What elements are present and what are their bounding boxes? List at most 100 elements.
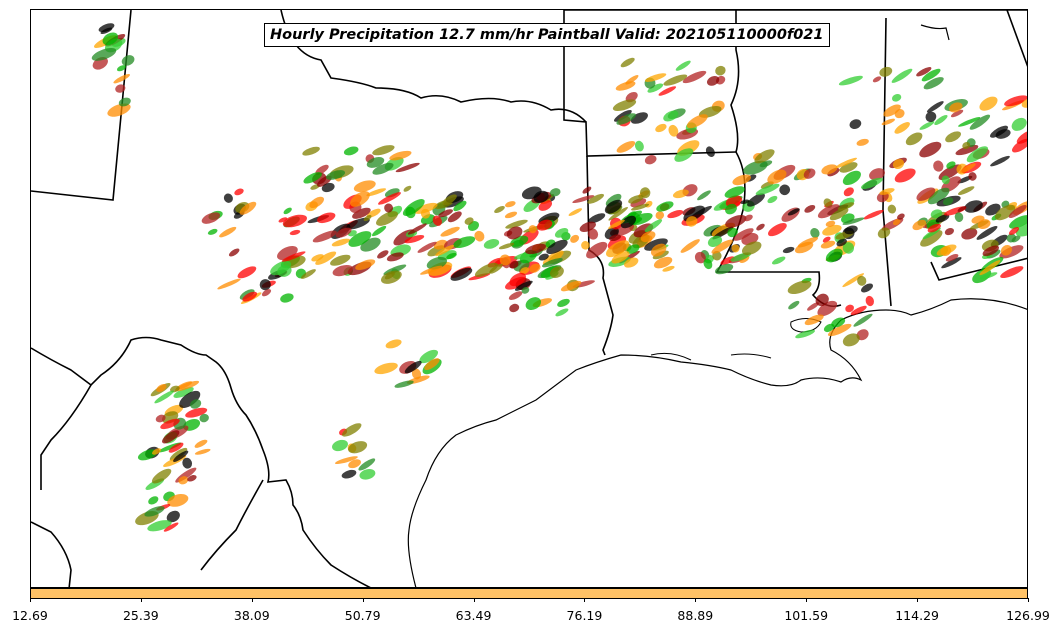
- precip-blob: [845, 304, 854, 313]
- precip-blob: [650, 243, 667, 257]
- precip-blob: [137, 449, 157, 461]
- precip-blob: [881, 118, 895, 126]
- precip-blob: [332, 439, 348, 452]
- precip-blob: [916, 187, 936, 201]
- precip-blob: [959, 163, 976, 174]
- precip-blob: [453, 200, 467, 212]
- precip-blob: [332, 265, 353, 277]
- precip-blob: [166, 510, 180, 523]
- boundary-mississippi: [715, 10, 842, 308]
- precip-blob: [715, 263, 734, 275]
- precip-blob: [957, 206, 967, 212]
- precip-blob: [377, 250, 389, 259]
- precip-blob: [91, 47, 117, 61]
- precip-blob: [348, 441, 368, 454]
- precip-blob: [330, 254, 351, 266]
- precip-blob: [894, 109, 905, 119]
- precip-blob: [810, 228, 820, 238]
- precip-blob: [672, 189, 689, 199]
- precip-blob: [869, 168, 885, 181]
- precip-blob: [842, 217, 865, 225]
- precip-blob: [979, 260, 1001, 276]
- precip-blob: [151, 468, 172, 484]
- precip-blob: [237, 266, 257, 279]
- precip-blob: [350, 191, 370, 207]
- precip-blob: [179, 390, 201, 408]
- precip-blob: [982, 245, 999, 257]
- precip-blob: [740, 199, 750, 205]
- precip-blob: [821, 164, 838, 175]
- precip-blob: [969, 114, 991, 130]
- precip-blob: [407, 223, 427, 235]
- precip-blob: [1006, 233, 1016, 243]
- precip-blob: [381, 270, 402, 284]
- precip-blob: [962, 142, 971, 149]
- precip-blob: [741, 241, 762, 255]
- precip-blob: [334, 456, 358, 465]
- precip-blob: [668, 124, 679, 137]
- precip-blob: [837, 202, 855, 211]
- precip-blob: [941, 257, 962, 269]
- precip-blob: [942, 197, 954, 206]
- precip-blob: [724, 186, 745, 198]
- boundary-rio-grande: [31, 336, 371, 587]
- precip-blob: [1008, 204, 1027, 219]
- colorbar-tick-label: 12.69: [12, 608, 48, 623]
- precip-blob: [1009, 215, 1027, 229]
- precip-blob: [879, 66, 893, 77]
- precip-blob: [581, 240, 590, 250]
- precip-blob: [926, 101, 944, 113]
- precip-blob: [927, 187, 950, 205]
- precip-blob: [941, 175, 950, 185]
- precip-blob: [912, 219, 927, 231]
- precip-blob: [958, 117, 981, 127]
- precip-blob: [309, 196, 325, 209]
- precip-blob: [674, 148, 694, 162]
- precip-blob: [608, 207, 628, 221]
- precip-blob: [182, 457, 193, 469]
- precip-blob: [185, 407, 208, 418]
- precip-blob: [321, 182, 335, 193]
- precip-blob: [402, 199, 425, 216]
- precip-blob: [756, 223, 765, 231]
- precip-blob: [966, 146, 989, 163]
- precip-blob: [644, 238, 668, 251]
- precip-blob: [115, 84, 126, 93]
- precip-blob: [611, 251, 630, 264]
- precip-blob: [626, 244, 640, 254]
- precip-blob: [386, 252, 404, 262]
- precip-blob: [842, 333, 860, 347]
- precip-blob: [378, 192, 401, 205]
- precip-blob: [432, 215, 442, 226]
- precip-blob: [1015, 221, 1027, 237]
- precip-blob: [148, 496, 159, 505]
- precip-blob: [300, 269, 316, 279]
- precip-blob: [353, 180, 376, 193]
- precip-blob: [731, 244, 740, 253]
- precip-blob: [514, 252, 533, 260]
- precip-blob: [849, 119, 862, 129]
- precip-blob: [116, 65, 127, 72]
- precip-blob: [504, 211, 518, 219]
- precip-blob: [586, 241, 608, 259]
- precip-blob: [1021, 98, 1027, 108]
- precip-blob: [655, 211, 665, 220]
- precip-blob: [489, 263, 503, 274]
- precip-blob: [675, 60, 691, 71]
- precip-blob: [505, 219, 528, 229]
- precip-blob: [720, 256, 735, 265]
- precip-blob: [936, 244, 957, 256]
- precip-blob: [312, 230, 337, 243]
- precip-blob: [572, 195, 595, 204]
- precip-blob: [961, 228, 978, 240]
- precip-blob: [887, 204, 897, 214]
- colorbar-tick-label: 101.59: [784, 608, 829, 623]
- precip-blob: [897, 213, 905, 220]
- precip-blob: [662, 265, 675, 272]
- colorbar-tick: [917, 598, 918, 602]
- precip-blob: [107, 103, 131, 117]
- precip-blob: [557, 298, 570, 307]
- precip-blob: [743, 214, 753, 222]
- precip-blob: [411, 368, 422, 380]
- precip-blob: [261, 289, 272, 297]
